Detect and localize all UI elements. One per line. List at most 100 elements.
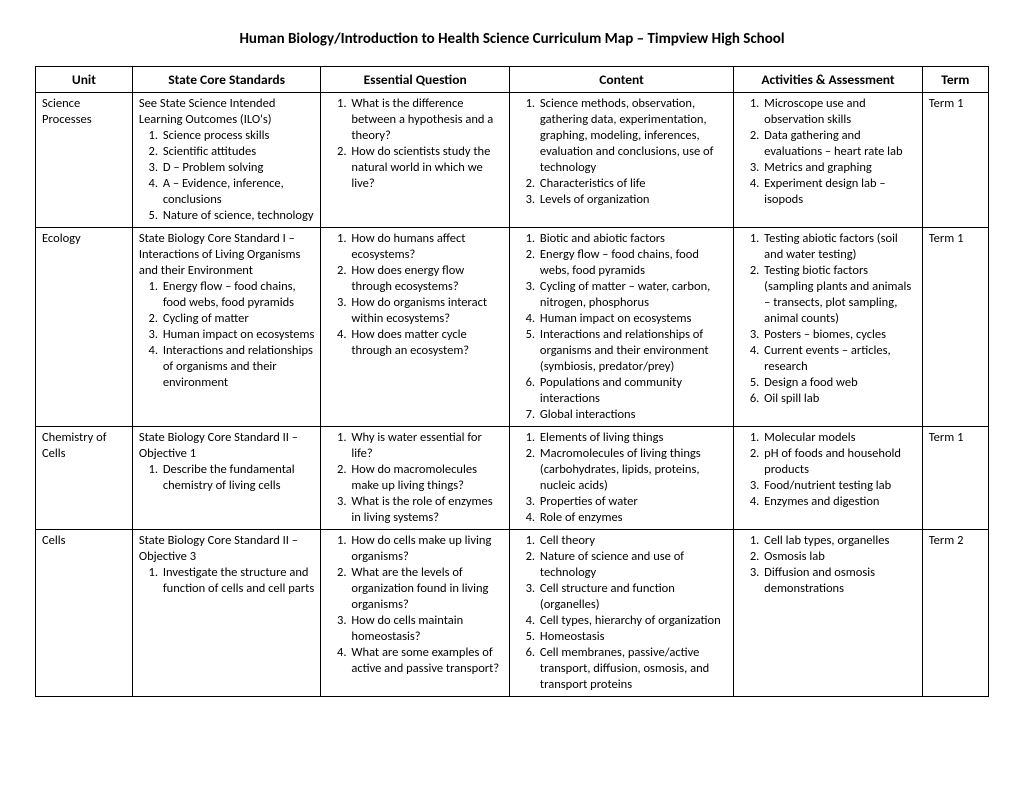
cell-content: Biotic and abiotic factorsEnergy flow – … — [509, 228, 733, 427]
cell-unit: Chemistry of Cells — [36, 427, 133, 530]
content-list: Elements of living thingsMacromolecules … — [520, 430, 727, 526]
list-item: Global interactions — [538, 407, 727, 423]
list-item: Osmosis lab — [762, 549, 916, 565]
list-item: pH of foods and household products — [762, 446, 916, 478]
standards-list: Describe the fundamental chemistry of li… — [143, 462, 315, 494]
list-item: Molecular models — [762, 430, 916, 446]
content-list: Cell theoryNature of science and use of … — [520, 533, 727, 693]
list-item: Populations and community interactions — [538, 375, 727, 407]
header-term: Term — [922, 67, 988, 93]
list-item: How does energy flow through ecosystems? — [349, 263, 503, 295]
list-item: What is the role of enzymes in living sy… — [349, 494, 503, 526]
activities-list: Testing abiotic factors (soil and water … — [744, 231, 916, 407]
content-list: Biotic and abiotic factorsEnergy flow – … — [520, 231, 727, 423]
table-row: CellsState Biology Core Standard II – Ob… — [36, 530, 989, 697]
list-item: D – Problem solving — [161, 160, 315, 176]
cell-unit: Ecology — [36, 228, 133, 427]
list-item: What are some examples of active and pas… — [349, 645, 503, 677]
list-item: Human impact on ecosystems — [161, 327, 315, 343]
standards-intro: State Biology Core Standard II – Objecti… — [139, 533, 315, 565]
activities-list: Cell lab types, organellesOsmosis labDif… — [744, 533, 916, 597]
list-item: Cell structure and function (organelles) — [538, 581, 727, 613]
standards-intro: State Biology Core Standard II – Objecti… — [139, 430, 315, 462]
header-question: Essential Question — [321, 67, 510, 93]
cell-term: Term 2 — [922, 530, 988, 697]
cell-unit: Science Processes — [36, 93, 133, 228]
cell-term: Term 1 — [922, 228, 988, 427]
content-list: Science methods, observation, gathering … — [520, 96, 727, 208]
header-unit: Unit — [36, 67, 133, 93]
activities-list: Molecular modelspH of foods and househol… — [744, 430, 916, 510]
table-row: EcologyState Biology Core Standard I – I… — [36, 228, 989, 427]
list-item: Elements of living things — [538, 430, 727, 446]
document-title: Human Biology/Introduction to Health Sci… — [35, 30, 989, 48]
list-item: Diffusion and osmosis demonstrations — [762, 565, 916, 597]
list-item: Posters – biomes, cycles — [762, 327, 916, 343]
list-item: Levels of organization — [538, 192, 727, 208]
list-item: Cell membranes, passive/active transport… — [538, 645, 727, 693]
list-item: Cell types, hierarchy of organization — [538, 613, 727, 629]
standards-list: Science process skillsScientific attitud… — [143, 128, 315, 224]
list-item: Current events – articles, research — [762, 343, 916, 375]
standards-list: Energy flow – food chains, food webs, fo… — [143, 279, 315, 391]
list-item: Macromolecules of living things (carbohy… — [538, 446, 727, 494]
list-item: Nature of science, technology — [161, 208, 315, 224]
list-item: How do cells maintain homeostasis? — [349, 613, 503, 645]
cell-content: Science methods, observation, gathering … — [509, 93, 733, 228]
list-item: Microscope use and observation skills — [762, 96, 916, 128]
cell-standards: See State Science Intended Learning Outc… — [132, 93, 321, 228]
list-item: Nature of science and use of technology — [538, 549, 727, 581]
cell-activities: Microscope use and observation skillsDat… — [734, 93, 923, 228]
list-item: What is the difference between a hypothe… — [349, 96, 503, 144]
cell-content: Elements of living thingsMacromolecules … — [509, 427, 733, 530]
activities-list: Microscope use and observation skillsDat… — [744, 96, 916, 208]
list-item: Metrics and graphing — [762, 160, 916, 176]
list-item: Food/nutrient testing lab — [762, 478, 916, 494]
cell-activities: Testing abiotic factors (soil and water … — [734, 228, 923, 427]
table-row: Chemistry of CellsState Biology Core Sta… — [36, 427, 989, 530]
standards-intro: See State Science Intended Learning Outc… — [139, 96, 315, 128]
list-item: How do cells make up living organisms? — [349, 533, 503, 565]
list-item: Why is water essential for life? — [349, 430, 503, 462]
cell-term: Term 1 — [922, 93, 988, 228]
list-item: Human impact on ecosystems — [538, 311, 727, 327]
list-item: Interactions and relationships of organi… — [161, 343, 315, 391]
cell-content: Cell theoryNature of science and use of … — [509, 530, 733, 697]
cell-activities: Molecular modelspH of foods and househol… — [734, 427, 923, 530]
list-item: Characteristics of life — [538, 176, 727, 192]
standards-list: Investigate the structure and function o… — [143, 565, 315, 597]
list-item: A – Evidence, inference, conclusions — [161, 176, 315, 208]
header-standards: State Core Standards — [132, 67, 321, 93]
list-item: Energy flow – food chains, food webs, fo… — [161, 279, 315, 311]
cell-question: Why is water essential for life?How do m… — [321, 427, 510, 530]
question-list: What is the difference between a hypothe… — [331, 96, 503, 192]
header-content: Content — [509, 67, 733, 93]
list-item: How do scientists study the natural worl… — [349, 144, 503, 192]
list-item: Oil spill lab — [762, 391, 916, 407]
list-item: Role of enzymes — [538, 510, 727, 526]
cell-activities: Cell lab types, organellesOsmosis labDif… — [734, 530, 923, 697]
list-item: Cell lab types, organelles — [762, 533, 916, 549]
list-item: Investigate the structure and function o… — [161, 565, 315, 597]
list-item: Scientific attitudes — [161, 144, 315, 160]
list-item: Interactions and relationships of organi… — [538, 327, 727, 375]
list-item: Cell theory — [538, 533, 727, 549]
list-item: How does matter cycle through an ecosyst… — [349, 327, 503, 359]
list-item: Data gathering and evaluations – heart r… — [762, 128, 916, 160]
header-row: Unit State Core Standards Essential Ques… — [36, 67, 989, 93]
header-activities: Activities & Assessment — [734, 67, 923, 93]
list-item: Testing abiotic factors (soil and water … — [762, 231, 916, 263]
list-item: Describe the fundamental chemistry of li… — [161, 462, 315, 494]
list-item: How do organisms interact within ecosyst… — [349, 295, 503, 327]
curriculum-table: Unit State Core Standards Essential Ques… — [35, 66, 989, 697]
list-item: How do humans affect ecosystems? — [349, 231, 503, 263]
list-item: Design a food web — [762, 375, 916, 391]
list-item: Cycling of matter – water, carbon, nitro… — [538, 279, 727, 311]
list-item: Enzymes and digestion — [762, 494, 916, 510]
standards-intro: State Biology Core Standard I – Interact… — [139, 231, 315, 279]
list-item: Science process skills — [161, 128, 315, 144]
question-list: Why is water essential for life?How do m… — [331, 430, 503, 526]
list-item: Science methods, observation, gathering … — [538, 96, 727, 176]
question-list: How do humans affect ecosystems?How does… — [331, 231, 503, 359]
list-item: How do macromolecules make up living thi… — [349, 462, 503, 494]
